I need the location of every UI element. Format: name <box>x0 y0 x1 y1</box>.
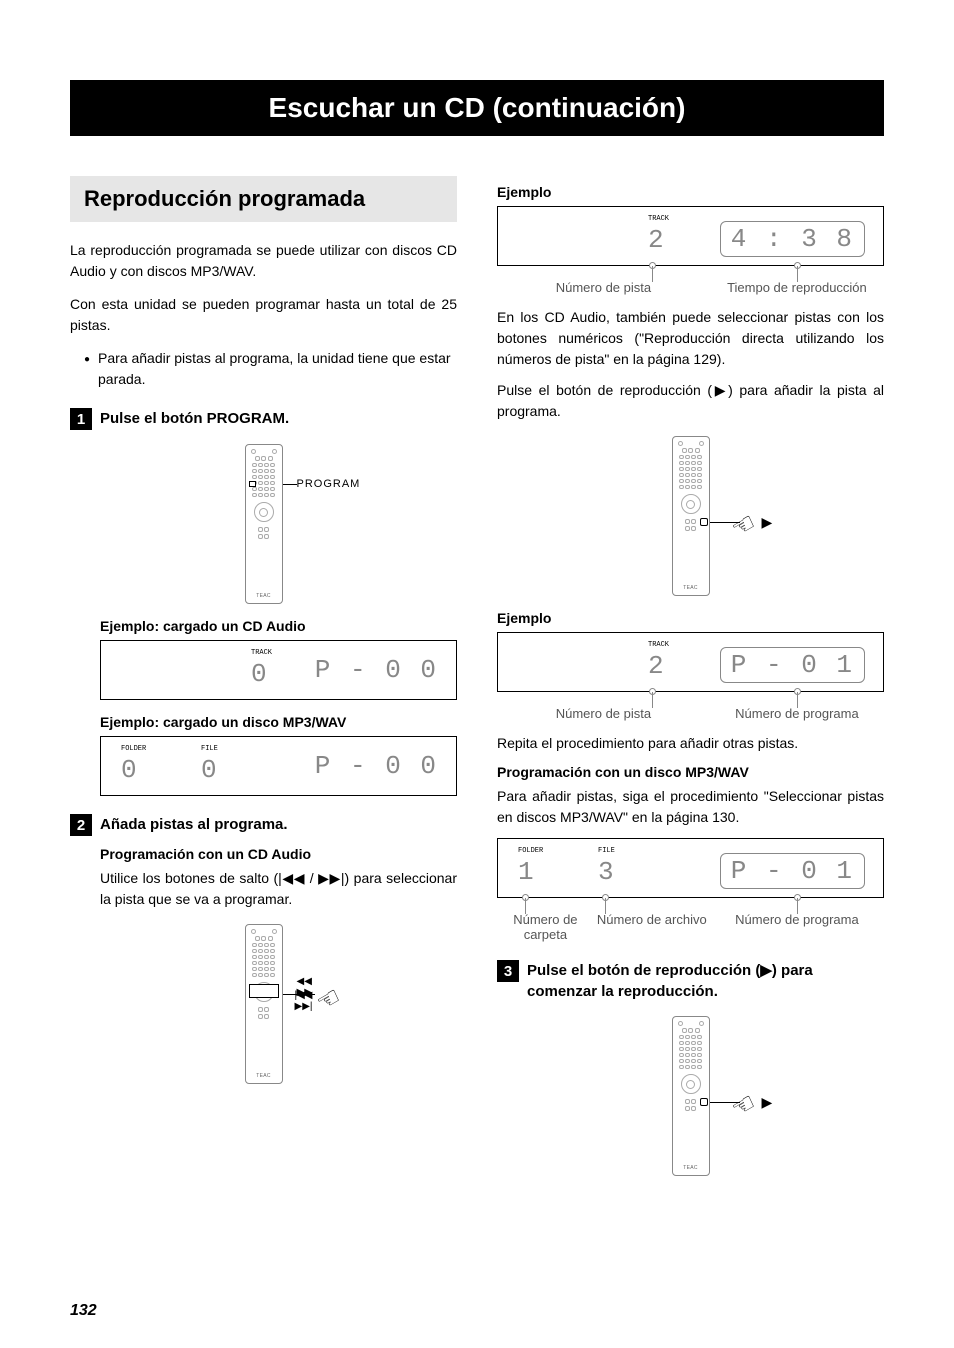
example-mp3-label: Ejemplo: cargado un disco MP3/WAV <box>100 714 457 730</box>
lcd-audio-example: TRACK 0 P - 0 0 <box>100 640 457 700</box>
step-2-header: 2 Añada pistas al programa. <box>70 814 457 836</box>
step-3-header: 3 Pulse el botón de reproducción (▶) par… <box>497 960 884 1002</box>
file-value: 3 <box>598 857 616 887</box>
file-value: 0 <box>201 755 219 785</box>
annot-program: Número de programa <box>710 912 884 942</box>
mp3-text: Para añadir pistas, siga el procedimient… <box>497 786 884 828</box>
ejemplo-label-2: Ejemplo <box>497 610 884 626</box>
page-number: 132 <box>70 1302 97 1320</box>
step-2-number: 2 <box>70 814 92 836</box>
time-value: 4 : 3 8 <box>720 221 865 257</box>
track-value: 0 <box>251 659 269 689</box>
step-2-remote-figure: TEAC ◀◀ ▶▶ |◀◀ ▶▶| ☜ <box>70 924 457 1084</box>
right-remote-figure-1: TEAC ☜ ▶ <box>497 436 884 596</box>
intro-bullets: Para añadir pistas al programa, la unida… <box>70 348 457 390</box>
ejemplo-label-1: Ejemplo <box>497 184 884 200</box>
file-label: FILE <box>598 847 615 855</box>
mp3-subtitle: Programación con un disco MP3/WAV <box>497 764 884 780</box>
folder-label: FOLDER <box>121 745 146 753</box>
step-1-header: 1 Pulse el botón PROGRAM. <box>70 408 457 430</box>
file-label: FILE <box>201 745 218 753</box>
program-value: P - 0 1 <box>720 647 865 683</box>
lcd1-ticks <box>497 266 884 284</box>
section-heading: Reproducción programada <box>70 176 457 222</box>
program-value: P - 0 0 <box>315 751 438 781</box>
lcd-ejemplo-1: TRACK 2 4 : 3 8 <box>497 206 884 266</box>
track-label: TRACK <box>648 215 669 223</box>
lcd3-annotations: Número de carpeta Número de archivo Núme… <box>497 912 884 942</box>
hand-icon: ☜ <box>725 506 761 545</box>
content-columns: Reproducción programada La reproducción … <box>70 176 884 1190</box>
example-audio-label: Ejemplo: cargado un CD Audio <box>100 618 457 634</box>
annot-folder: Número de carpeta <box>497 912 594 942</box>
intro-bullet-1: Para añadir pistas al programa, la unida… <box>84 348 457 390</box>
remote-icon: TEAC <box>672 436 710 596</box>
page-title: Escuchar un CD (continuación) <box>269 92 686 123</box>
program-value: P - 0 1 <box>720 853 865 889</box>
program-value: P - 0 0 <box>315 655 438 685</box>
step-1-number: 1 <box>70 408 92 430</box>
step-1-title: Pulse el botón PROGRAM. <box>100 408 289 429</box>
folder-label: FOLDER <box>518 847 543 855</box>
right-para-3: Repita el procedimiento para añadir otra… <box>497 733 884 754</box>
lcd-ejemplo-3: FOLDER FILE 1 3 P - 0 1 <box>497 838 884 898</box>
play-icon: ▶ <box>762 1094 773 1111</box>
track-value: 2 <box>648 225 666 255</box>
intro-text-2: Con esta unidad se pueden programar hast… <box>70 294 457 336</box>
step-3-title: Pulse el botón de reproducción (▶) para … <box>527 960 884 1002</box>
track-label: TRACK <box>648 641 669 649</box>
lcd-ejemplo-2: TRACK 2 P - 0 1 <box>497 632 884 692</box>
right-para-1: En los CD Audio, también puede seleccion… <box>497 307 884 370</box>
remote-icon: TEAC <box>245 444 283 604</box>
remote-icon: TEAC <box>245 924 283 1084</box>
folder-value: 0 <box>121 755 139 785</box>
step-3-number: 3 <box>497 960 519 982</box>
track-value: 2 <box>648 651 666 681</box>
track-label: TRACK <box>251 649 272 657</box>
hand-icon: ☜ <box>725 1086 761 1125</box>
step-1-remote-figure: TEAC PROGRAM <box>70 444 457 604</box>
lcd-mp3-example: FOLDER FILE 0 0 P - 0 0 <box>100 736 457 796</box>
program-callout: PROGRAM <box>297 478 361 490</box>
play-icon: ▶ <box>762 514 773 531</box>
lcd3-ticks <box>497 898 884 916</box>
right-column: Ejemplo TRACK 2 4 : 3 8 Número de pista … <box>497 176 884 1190</box>
annot-file: Número de archivo <box>594 912 710 942</box>
hand-icon: ☜ <box>310 980 346 1019</box>
left-column: Reproducción programada La reproducción … <box>70 176 457 1190</box>
right-para-2: Pulse el botón de reproducción (▶) para … <box>497 380 884 422</box>
page-title-bar: Escuchar un CD (continuación) <box>70 80 884 136</box>
folder-value: 1 <box>518 857 536 887</box>
step-2-audio-text: Utilice los botones de salto (|◀◀ / ▶▶|)… <box>100 868 457 910</box>
remote-icon: TEAC <box>672 1016 710 1176</box>
lcd2-ticks <box>497 692 884 710</box>
step-3-remote-figure: TEAC ☜ ▶ <box>497 1016 884 1176</box>
step-2-title: Añada pistas al programa. <box>100 814 288 835</box>
step-2-audio-subtitle: Programación con un CD Audio <box>100 846 457 862</box>
intro-text-1: La reproducción programada se puede util… <box>70 240 457 282</box>
